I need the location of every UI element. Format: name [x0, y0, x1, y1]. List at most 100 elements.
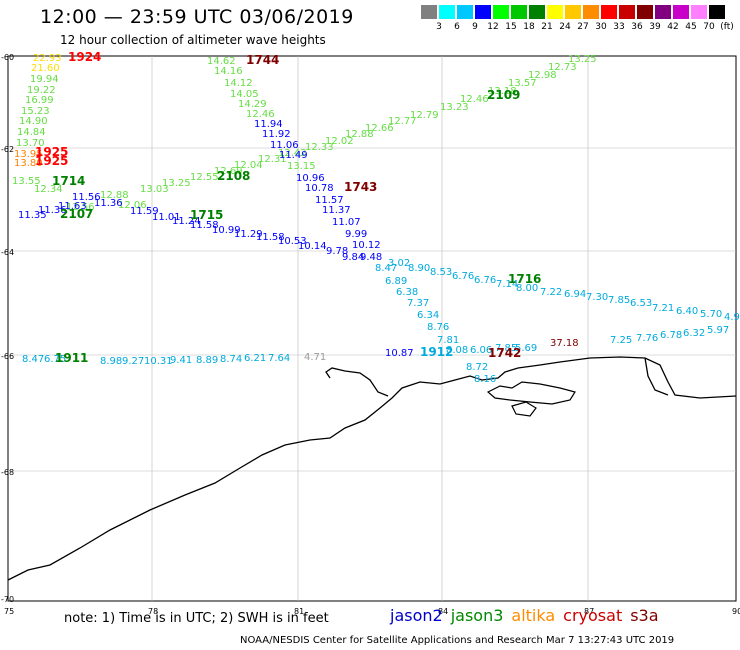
wave-height-label: 7.21	[652, 303, 674, 314]
scale-label: (ft)	[720, 22, 734, 32]
wave-height-label: 11.35	[18, 210, 47, 221]
wave-height-label: 8.76	[427, 322, 449, 333]
wave-height-label: 15.23	[21, 106, 50, 117]
legend-item-altika: altika	[511, 606, 556, 625]
pass-time-label: 1714	[52, 174, 85, 188]
wave-height-label: 10.87	[385, 348, 414, 359]
wave-height-label: 12.46	[460, 94, 489, 105]
wave-height-label: 7.22	[540, 287, 562, 298]
wave-height-label: 12.98	[528, 70, 557, 81]
page-title: 12:00 — 23:59 UTC 03/06/2019	[40, 6, 354, 28]
longitude-label: 87	[584, 607, 594, 616]
wave-height-label: 7.81	[437, 335, 459, 346]
legend-item-cryosat: cryosat	[563, 606, 623, 625]
latitude-label: -68	[1, 468, 14, 477]
scale-label: 6	[454, 22, 460, 32]
scale-label: 45	[685, 22, 697, 32]
wave-height-label: 12.02	[325, 136, 354, 147]
pass-time-label: 1924	[68, 50, 101, 64]
wave-height-label: 12.04	[234, 160, 263, 171]
axis-labels: -60 -62 -64 -66 -68 -70 75 78 81 84 87 90	[1, 53, 740, 616]
scale-label: 30	[595, 22, 607, 32]
scale-swatch	[709, 5, 725, 19]
wave-height-label: 7.30	[586, 292, 608, 303]
latitude-label: -60	[1, 53, 14, 62]
wave-height-label: 13.95	[14, 149, 43, 160]
wave-height-label: 12.56	[66, 202, 95, 213]
scale-swatch	[691, 5, 707, 19]
wave-height-label: 6.21	[244, 353, 266, 364]
wave-height-label: 12.88	[100, 190, 129, 201]
wave-height-label: 13.03	[140, 184, 169, 195]
wave-height-label: 11.56	[72, 192, 101, 203]
wave-height-label: 12.42	[278, 148, 307, 159]
lat-lon-grid	[8, 56, 736, 601]
wave-height-label: 13.25	[568, 54, 597, 65]
wave-height-label: 12.88	[345, 129, 374, 140]
wave-height-label: 10.31	[144, 356, 173, 367]
wave-height-label: 6.94	[564, 289, 586, 300]
wave-height-label: 6.53	[630, 298, 652, 309]
wave-height-label: 16.99	[25, 95, 54, 106]
scale-label: 27	[577, 22, 589, 32]
scale-label: 24	[559, 22, 571, 32]
wave-height-label: 37.18	[550, 338, 579, 349]
longitude-label: 84	[438, 607, 448, 616]
wave-height-label: 9.48	[360, 252, 382, 263]
latitude-label: -66	[1, 352, 14, 361]
wave-height-label: 5.70	[700, 309, 722, 320]
wave-height-label: 11.58	[256, 232, 285, 243]
wave-height-label: 9.27	[122, 356, 144, 367]
wave-height-label: 5.97	[707, 325, 729, 336]
wave-height-label: 11.59	[130, 206, 159, 217]
wave-height-label: 11.92	[262, 129, 291, 140]
scale-swatch	[637, 5, 653, 19]
scale-label: 39	[649, 22, 661, 32]
wave-height-label: 6.76	[474, 275, 496, 286]
wave-height-label: 8.90	[408, 263, 430, 274]
scale-swatch	[583, 5, 599, 19]
wave-height-label: 5.69	[515, 343, 537, 354]
wave-height-label: 11.63	[58, 201, 87, 212]
wave-height-label: 6.38	[396, 287, 418, 298]
wave-height-label: 9.84	[342, 252, 364, 263]
latitude-label: -64	[1, 248, 14, 257]
wave-height-label: 19.22	[27, 85, 56, 96]
wave-height-label: 11.57	[315, 195, 344, 206]
latitude-label: -70	[1, 595, 14, 604]
wave-height-label: 8.47	[375, 263, 397, 274]
wave-height-label: 13.15	[287, 161, 316, 172]
wave-height-label: 13.70	[16, 138, 45, 149]
wave-height-label: 12.66	[365, 123, 394, 134]
wave-height-label: 8.53	[430, 267, 452, 278]
wave-height-label: 13.80	[14, 158, 43, 169]
coastline-bay	[644, 357, 669, 396]
wave-height-label: 8.16	[474, 374, 496, 385]
pass-time-label: 1742	[488, 346, 521, 360]
scale-label: 18	[523, 22, 535, 32]
wave-height-label: 11.36	[38, 205, 67, 216]
wave-height-labels: 13.2512.7312.9813.5713.1812.4613.2312.79…	[12, 53, 740, 385]
wave-height-label: 14.90	[19, 116, 48, 127]
wave-height-label: 8.98	[100, 356, 122, 367]
wave-height-label: 6.32	[683, 328, 705, 339]
wave-height-label: 6.40	[676, 306, 698, 317]
ice-rise	[511, 401, 537, 417]
wave-height-label: 13.23	[440, 102, 469, 113]
wave-height-label: 8.08	[446, 345, 468, 356]
coastline	[7, 356, 737, 581]
page-subtitle: 12 hour collection of altimeter wave hei…	[60, 33, 326, 47]
wave-height-label: 14.62	[207, 56, 236, 67]
wave-height-label: 10.12	[352, 240, 381, 251]
wave-height-label: 12.34	[34, 184, 63, 195]
longitude-label: 78	[148, 607, 158, 616]
wave-height-label: 12.69	[214, 166, 243, 177]
wave-height-label: 11.01	[152, 212, 181, 223]
wave-height-label: 14.12	[224, 78, 253, 89]
wave-height-label: 4.9	[724, 312, 740, 323]
wave-height-label: 7.76	[636, 333, 658, 344]
scale-label: 12	[487, 22, 499, 32]
footnote: note: 1) Time is in UTC; 2) SWH is in fe…	[64, 611, 329, 626]
wave-height-label: 21.60	[31, 63, 60, 74]
pass-time-label: 1912	[420, 345, 453, 359]
